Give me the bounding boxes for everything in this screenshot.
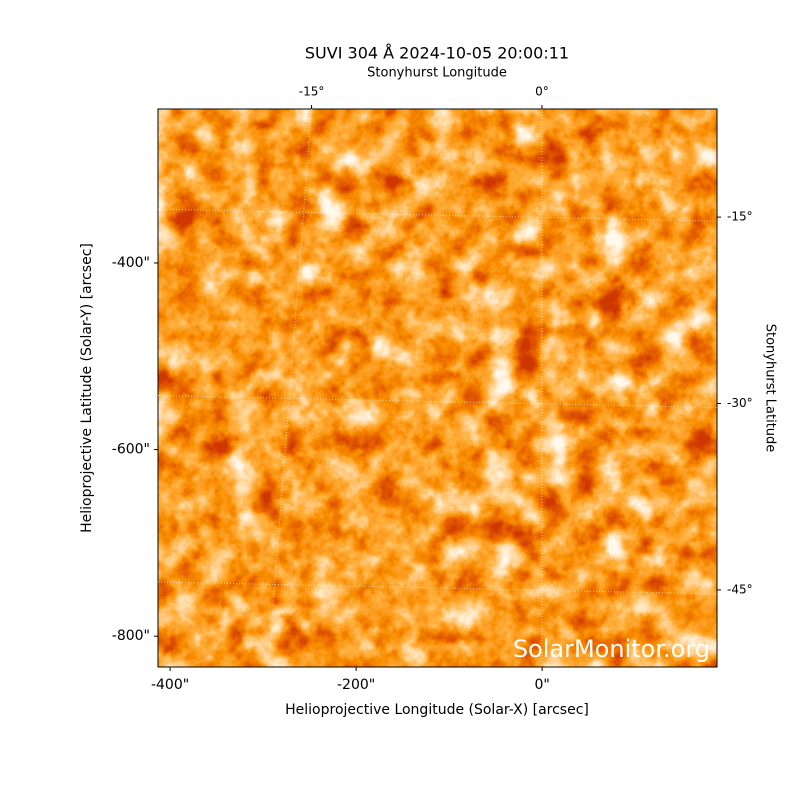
x2-tick-label: -15°: [299, 85, 325, 99]
grid-line: [157, 208, 718, 222]
y2-tick-label: -30°: [727, 396, 753, 410]
grid-line: [157, 395, 718, 409]
x2-tick-label: 0°: [535, 85, 549, 99]
chart-title: SUVI 304 Å 2024-10-05 20:00:11: [305, 44, 569, 63]
y-tick-label: -600": [112, 442, 150, 458]
x-axis-label: Helioprojective Longitude (Solar-X) [arc…: [285, 702, 589, 718]
watermark: SolarMonitor.org: [513, 635, 710, 663]
axes-frame: [157, 108, 718, 668]
grid-line: [267, 108, 313, 668]
y2-tick-label: -15°: [727, 210, 753, 224]
solar-image: [158, 109, 717, 667]
x-tick-label: 0": [534, 677, 549, 693]
y-tick-label: -800": [112, 628, 150, 644]
y2-tick-label: -45°: [727, 582, 753, 596]
x-tick-label: -200": [337, 677, 375, 693]
y2-axis-label: Stonyhurst Latitude: [763, 324, 778, 453]
x-tick-label: -400": [151, 677, 189, 693]
y-tick-label: -400": [112, 255, 150, 271]
grid-line: [157, 581, 718, 595]
x2-axis-label: Stonyhurst Longitude: [367, 66, 507, 81]
y-axis-label: Helioprojective Latitude (Solar-Y) [arcs…: [79, 243, 95, 533]
